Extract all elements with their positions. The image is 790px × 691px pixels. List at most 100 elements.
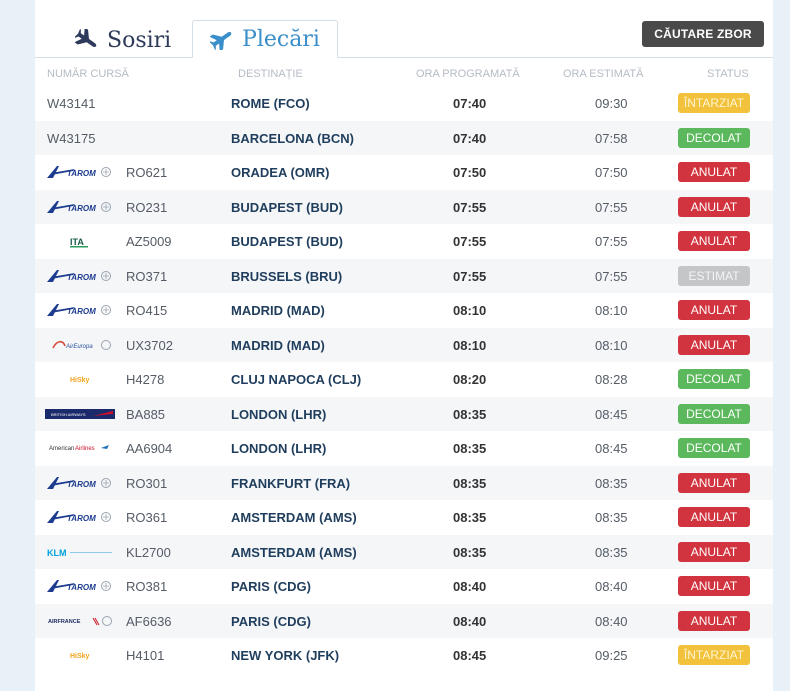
destination: BUDAPEST (BUD) (231, 234, 343, 249)
column-destination: DESTINAȚIE (238, 68, 303, 80)
scheduled-time: 08:40 (453, 579, 487, 594)
tab-departures-label: Plecări (242, 26, 320, 52)
scheduled-time: 08:35 (453, 406, 487, 422)
flight-number: RO371 (126, 268, 168, 284)
status-badge: DECOLAT (678, 127, 750, 148)
column-flight: NUMĂR CURSĂ (47, 68, 129, 80)
flight-row[interactable]: W43175 BARCELONA (BCN) 07:40 07:58 DECOLAT (35, 120, 773, 155)
scheduled-time: 07:55 (453, 234, 487, 249)
destination: MADRID (MAD) (231, 303, 325, 318)
flight-row[interactable]: KLM KL2700 AMSTERDAM (AMS) 08:35 08:35 ANULAT (35, 534, 773, 569)
svg-text:TAROM: TAROM (67, 169, 96, 178)
flight-row[interactable]: TAROM RO231 BUDAPEST (BUD) 07:55 07:55 ANULAT (35, 189, 773, 224)
estimated-time: 08:10 (595, 303, 628, 318)
flight-row[interactable]: TAROM RO361 AMSTERDAM (AMS) 08:35 08:35 ANULA… (35, 500, 773, 535)
flight-row[interactable]: TAROM RO301 FRANKFURT (FRA) 08:35 08:35 ANULA… (35, 465, 773, 500)
tab-arrivals[interactable]: Sosiri (75, 22, 171, 58)
plane-takeoff-icon (210, 31, 232, 50)
flight-number: RO381 (126, 579, 168, 594)
estimated-time: 08:35 (595, 475, 628, 491)
flight-number: AF6636 (126, 613, 172, 629)
flight-number: H4101 (126, 648, 165, 663)
flight-row[interactable]: ITA AZ5009 BUDAPEST (BUD) 07:55 07:55 ANULAT (35, 224, 773, 259)
flight-number: RO415 (126, 303, 168, 318)
flight-row[interactable]: AIRFRANCE AF6636 PARIS (CDG) 08:40 08:40 ANUL… (35, 603, 773, 638)
scheduled-time: 08:35 (453, 441, 487, 456)
tab-divider (35, 57, 773, 58)
tab-arrivals-label: Sosiri (107, 27, 172, 53)
status-badge: ANULAT (678, 231, 750, 251)
estimated-time: 07:55 (595, 234, 628, 249)
tarom-logo: TAROM (45, 509, 115, 525)
flight-row[interactable]: W43141 ROME (FCO) 07:40 09:30 ÎNTARZIAT (35, 86, 773, 121)
svg-text:TAROM: TAROM (67, 480, 96, 489)
flight-row[interactable]: BRITISH AIRWAYS BA885 LONDON (LHR) 08:35 08:… (35, 396, 773, 431)
column-estimated: ORA ESTIMATĂ (563, 68, 644, 80)
tarom-logo: TAROM (45, 475, 115, 491)
flights-table: W43141 ROME (FCO) 07:40 09:30 ÎNTARZIAT W4317… (35, 86, 773, 673)
destination: AMSTERDAM (AMS) (231, 510, 357, 525)
flight-number: UX3702 (126, 337, 173, 353)
tab-departures[interactable]: Plecări (192, 20, 338, 58)
svg-text:TAROM: TAROM (67, 514, 96, 523)
tarom-logo: TAROM (45, 164, 115, 180)
destination: AMSTERDAM (AMS) (231, 544, 357, 560)
status-badge: ÎNTARZIAT (678, 93, 750, 113)
status-badge: ANULAT (678, 507, 750, 527)
scheduled-time: 08:45 (453, 648, 487, 663)
status-badge: ÎNTARZIAT (678, 645, 750, 665)
scheduled-time: 07:50 (453, 165, 487, 180)
estimated-time: 08:45 (595, 441, 628, 456)
tarom-logo: TAROM (45, 268, 115, 284)
scheduled-time: 08:10 (453, 337, 487, 353)
svg-text:TAROM: TAROM (67, 583, 96, 592)
hisky-logo: HiSky (45, 371, 115, 387)
flight-number: AA6904 (126, 441, 173, 456)
ita-logo: ITA (45, 233, 115, 249)
flight-row[interactable]: TAROM RO415 MADRID (MAD) 08:10 08:10 ANULAT (35, 293, 773, 328)
flight-row[interactable]: TAROM RO621 ORADEA (OMR) 07:50 07:50 ANULAT (35, 155, 773, 190)
flight-number: BA885 (126, 406, 166, 422)
estimated-time: 08:40 (595, 579, 628, 594)
svg-text:KLM: KLM (47, 548, 67, 558)
destination: NEW YORK (JFK) (231, 648, 340, 663)
destination: PARIS (CDG) (231, 579, 311, 594)
klm-logo: KLM (45, 544, 115, 560)
status-badge: ANULAT (678, 472, 750, 493)
americanairlines-logo: American Airlines (45, 440, 115, 456)
destination: BRUSSELS (BRU) (231, 268, 343, 284)
destination: LONDON (LHR) (231, 406, 327, 422)
flight-number: H4278 (126, 372, 165, 387)
tarom-logo: TAROM (45, 578, 115, 594)
scheduled-time: 08:40 (453, 613, 487, 629)
svg-text:BRITISH AIRWAYS: BRITISH AIRWAYS (51, 412, 86, 417)
airfrance-logo: AIRFRANCE (45, 613, 115, 629)
estimated-time: 08:10 (595, 337, 628, 353)
scheduled-time: 07:55 (453, 199, 487, 215)
flight-row[interactable]: HiSky H4101 NEW YORK (JFK) 08:45 09:25 ÎNTARZ… (35, 638, 773, 673)
scheduled-time: 08:35 (453, 475, 487, 491)
destination: ROME (FCO) (231, 96, 310, 111)
flight-row[interactable]: HiSky H4278 CLUJ NAPOCA (CLJ) 08:20 08:28 DEC… (35, 362, 773, 397)
destination: FRANKFURT (FRA) (231, 475, 351, 491)
destination: BUDAPEST (BUD) (231, 199, 343, 215)
estimated-time: 08:28 (595, 372, 628, 387)
plane-landing-icon (75, 29, 97, 48)
flight-row[interactable]: AirEuropa UX3702 MADRID (MAD) 08:10 08:10 ANU… (35, 327, 773, 362)
svg-text:AIRFRANCE: AIRFRANCE (48, 619, 81, 625)
scheduled-time: 07:40 (453, 130, 487, 146)
scheduled-time: 08:35 (453, 510, 487, 525)
status-badge: ANULAT (678, 300, 750, 320)
flight-row[interactable]: American Airlines AA6904 LONDON (LHR) 08:35 0… (35, 431, 773, 466)
svg-text:Airlines: Airlines (75, 446, 95, 452)
destination: MADRID (MAD) (231, 337, 325, 353)
flight-row[interactable]: TAROM RO381 PARIS (CDG) 08:40 08:40 ANULAT (35, 569, 773, 604)
destination: CLUJ NAPOCA (CLJ) (231, 372, 362, 387)
flight-row[interactable]: TAROM RO371 BRUSSELS (BRU) 07:55 07:55 ESTIMA… (35, 258, 773, 293)
hisky-logo: HiSky (45, 647, 115, 663)
svg-text:TAROM: TAROM (67, 307, 96, 316)
aireuropa-logo: AirEuropa (45, 337, 115, 353)
svg-text:TAROM: TAROM (67, 204, 96, 213)
search-flight-button[interactable]: CĂUTARE ZBOR (642, 21, 764, 47)
status-badge: DECOLAT (678, 403, 750, 424)
